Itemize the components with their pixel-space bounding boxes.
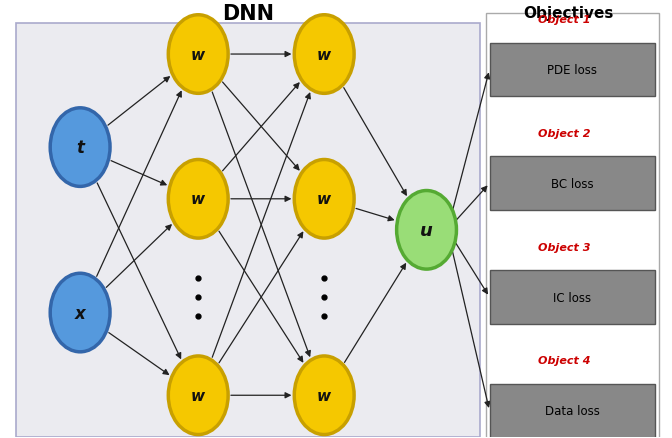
Text: IC loss: IC loss <box>553 291 591 304</box>
Circle shape <box>50 274 110 352</box>
Text: Object 2: Object 2 <box>538 128 590 138</box>
Circle shape <box>168 356 228 434</box>
Text: w: w <box>191 388 205 403</box>
Circle shape <box>168 160 228 239</box>
Text: w: w <box>317 47 331 62</box>
Text: Data loss: Data loss <box>545 404 599 417</box>
FancyBboxPatch shape <box>15 24 480 437</box>
Text: PDE loss: PDE loss <box>547 64 597 77</box>
Text: x: x <box>75 304 85 322</box>
Text: Object 1: Object 1 <box>538 15 590 25</box>
Text: Object 4: Object 4 <box>538 356 590 365</box>
Text: Object 3: Object 3 <box>538 242 590 252</box>
Circle shape <box>294 160 354 239</box>
Text: w: w <box>317 388 331 403</box>
Text: w: w <box>191 47 205 62</box>
Text: t: t <box>76 139 84 157</box>
Circle shape <box>294 356 354 434</box>
Text: DNN: DNN <box>222 4 274 24</box>
Text: w: w <box>191 192 205 207</box>
FancyBboxPatch shape <box>489 271 655 324</box>
Circle shape <box>168 16 228 94</box>
FancyBboxPatch shape <box>489 157 655 211</box>
Circle shape <box>294 16 354 94</box>
Circle shape <box>50 109 110 187</box>
FancyBboxPatch shape <box>489 43 655 97</box>
Circle shape <box>396 191 456 269</box>
Text: BC loss: BC loss <box>551 177 593 191</box>
Text: Objectives: Objectives <box>523 6 614 21</box>
FancyBboxPatch shape <box>486 14 659 438</box>
Text: u: u <box>420 221 433 239</box>
Text: w: w <box>317 192 331 207</box>
FancyBboxPatch shape <box>489 384 655 438</box>
